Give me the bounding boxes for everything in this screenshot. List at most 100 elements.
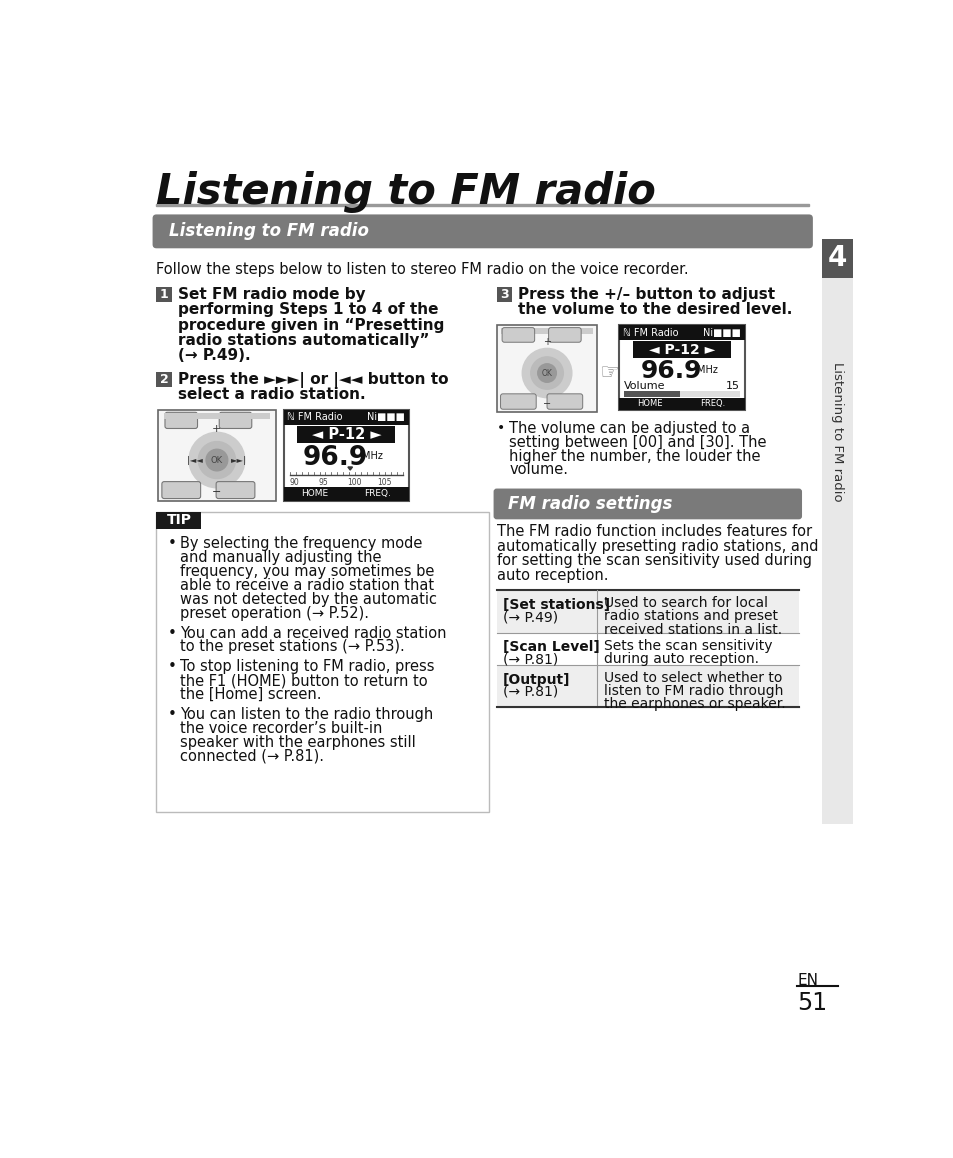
Text: Used to search for local: Used to search for local xyxy=(603,596,767,610)
Bar xyxy=(156,204,808,206)
Bar xyxy=(497,325,597,411)
Text: Listening to FM radio: Listening to FM radio xyxy=(830,361,843,501)
Text: performing Steps 1 to 4 of the: performing Steps 1 to 4 of the xyxy=(178,302,438,317)
Text: speaker with the earphones still: speaker with the earphones still xyxy=(179,735,415,750)
Text: •: • xyxy=(167,625,176,640)
Text: connected (→ P.81).: connected (→ P.81). xyxy=(179,749,323,764)
Text: OK: OK xyxy=(211,455,223,464)
Bar xyxy=(618,325,744,410)
Bar xyxy=(618,398,681,410)
Bar xyxy=(156,512,488,812)
Text: select a radio station.: select a radio station. xyxy=(178,387,365,402)
FancyBboxPatch shape xyxy=(165,412,197,428)
Text: the [Home] screen.: the [Home] screen. xyxy=(179,687,321,702)
Bar xyxy=(283,410,409,425)
Text: MHz: MHz xyxy=(697,365,718,375)
FancyBboxPatch shape xyxy=(216,482,254,499)
Text: the earphones or speaker.: the earphones or speaker. xyxy=(603,697,784,711)
Text: 90: 90 xyxy=(289,478,299,486)
Circle shape xyxy=(537,364,556,382)
Text: Press the ►►►| or |◄◄ button to: Press the ►►►| or |◄◄ button to xyxy=(178,372,448,388)
Bar xyxy=(500,329,592,334)
Text: radio stations automatically”: radio stations automatically” xyxy=(178,334,429,349)
Text: Used to select whether to: Used to select whether to xyxy=(603,670,781,686)
Text: [Set stations]: [Set stations] xyxy=(502,598,609,611)
Text: Set FM radio mode by: Set FM radio mode by xyxy=(178,287,365,302)
Bar xyxy=(156,512,201,528)
Text: To stop listening to FM radio, press: To stop listening to FM radio, press xyxy=(179,659,434,674)
Text: radio stations and preset: radio stations and preset xyxy=(603,609,777,623)
FancyBboxPatch shape xyxy=(548,328,580,343)
Text: ◄ P-12 ►: ◄ P-12 ► xyxy=(312,427,381,442)
FancyBboxPatch shape xyxy=(501,328,534,343)
Text: 100: 100 xyxy=(347,478,362,486)
Text: Listening to FM radio: Listening to FM radio xyxy=(156,171,656,213)
Text: 15: 15 xyxy=(725,381,740,390)
Text: (→ P.81): (→ P.81) xyxy=(502,653,558,667)
Text: |◄◄: |◄◄ xyxy=(187,455,203,464)
Bar xyxy=(623,390,740,397)
Bar xyxy=(297,426,395,444)
Bar xyxy=(618,325,744,340)
Text: By selecting the frequency mode: By selecting the frequency mode xyxy=(179,536,421,551)
Text: 95: 95 xyxy=(318,478,329,486)
Text: HOME: HOME xyxy=(301,490,328,498)
Bar xyxy=(497,591,798,632)
Text: +: + xyxy=(542,337,551,347)
Text: able to receive a radio station that: able to receive a radio station that xyxy=(179,578,434,593)
Bar xyxy=(156,287,172,302)
Text: 2: 2 xyxy=(160,373,169,386)
Text: •: • xyxy=(167,536,176,551)
Text: was not detected by the automatic: was not detected by the automatic xyxy=(179,592,436,607)
Bar xyxy=(497,665,798,708)
Text: procedure given in “Presetting: procedure given in “Presetting xyxy=(178,317,444,332)
Text: HOME: HOME xyxy=(637,400,662,409)
Bar xyxy=(821,239,852,824)
Circle shape xyxy=(206,449,228,471)
Text: frequency, you may sometimes be: frequency, you may sometimes be xyxy=(179,564,434,579)
Bar xyxy=(346,488,409,501)
Bar xyxy=(681,398,744,410)
Text: higher the number, the louder the: higher the number, the louder the xyxy=(509,448,760,463)
Bar xyxy=(283,410,409,501)
Bar xyxy=(158,410,275,501)
Text: [Output]: [Output] xyxy=(502,673,570,687)
Text: You can add a received radio station: You can add a received radio station xyxy=(179,625,446,640)
Text: auto reception.: auto reception. xyxy=(497,567,608,582)
FancyBboxPatch shape xyxy=(493,489,801,519)
Text: ℕ FM Radio: ℕ FM Radio xyxy=(622,328,678,338)
Text: (→ P.81): (→ P.81) xyxy=(502,684,558,699)
Text: ℕ FM Radio: ℕ FM Radio xyxy=(287,412,342,423)
Text: (→ P.49).: (→ P.49). xyxy=(178,349,251,364)
Text: ◄ P-12 ►: ◄ P-12 ► xyxy=(648,343,715,357)
Text: Sets the scan sensitivity: Sets the scan sensitivity xyxy=(603,639,771,653)
Text: 96.9: 96.9 xyxy=(639,359,701,383)
Text: for setting the scan sensitivity used during: for setting the scan sensitivity used du… xyxy=(497,554,811,569)
Circle shape xyxy=(198,441,235,478)
Circle shape xyxy=(189,432,245,488)
Text: the volume to the desired level.: the volume to the desired level. xyxy=(517,302,792,317)
Text: the voice recorder’s built-in: the voice recorder’s built-in xyxy=(179,721,381,736)
Text: volume.: volume. xyxy=(509,462,567,477)
Text: 3: 3 xyxy=(499,288,508,301)
Text: The FM radio function includes features for: The FM radio function includes features … xyxy=(497,523,811,538)
Text: 4: 4 xyxy=(827,244,846,272)
Bar xyxy=(497,287,512,302)
Text: MHz: MHz xyxy=(361,450,382,461)
Bar xyxy=(821,239,852,278)
Polygon shape xyxy=(348,467,353,470)
Text: 105: 105 xyxy=(376,478,391,486)
Text: preset operation (→ P.52).: preset operation (→ P.52). xyxy=(179,606,368,621)
Text: FM radio settings: FM radio settings xyxy=(507,494,671,513)
Text: OK: OK xyxy=(541,368,552,378)
Text: EN: EN xyxy=(797,973,818,988)
Text: setting between [00] and [30]. The: setting between [00] and [30]. The xyxy=(509,434,766,449)
Text: to the preset stations (→ P.53).: to the preset stations (→ P.53). xyxy=(179,639,404,654)
Text: 51: 51 xyxy=(797,990,826,1014)
Bar xyxy=(156,372,172,387)
Bar xyxy=(164,413,270,419)
Circle shape xyxy=(530,357,562,389)
Circle shape xyxy=(521,349,571,397)
Text: [Scan Level]: [Scan Level] xyxy=(502,640,599,654)
Bar xyxy=(283,488,346,501)
